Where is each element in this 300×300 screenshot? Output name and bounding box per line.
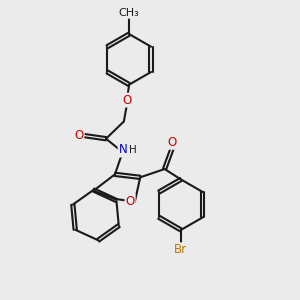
Text: O: O [125,195,135,208]
Text: N: N [118,143,127,157]
Text: O: O [167,136,177,149]
Text: H: H [129,145,136,155]
Text: Br: Br [174,243,188,256]
Text: O: O [122,94,131,106]
Text: CH₃: CH₃ [119,8,140,18]
Text: O: O [74,129,83,142]
